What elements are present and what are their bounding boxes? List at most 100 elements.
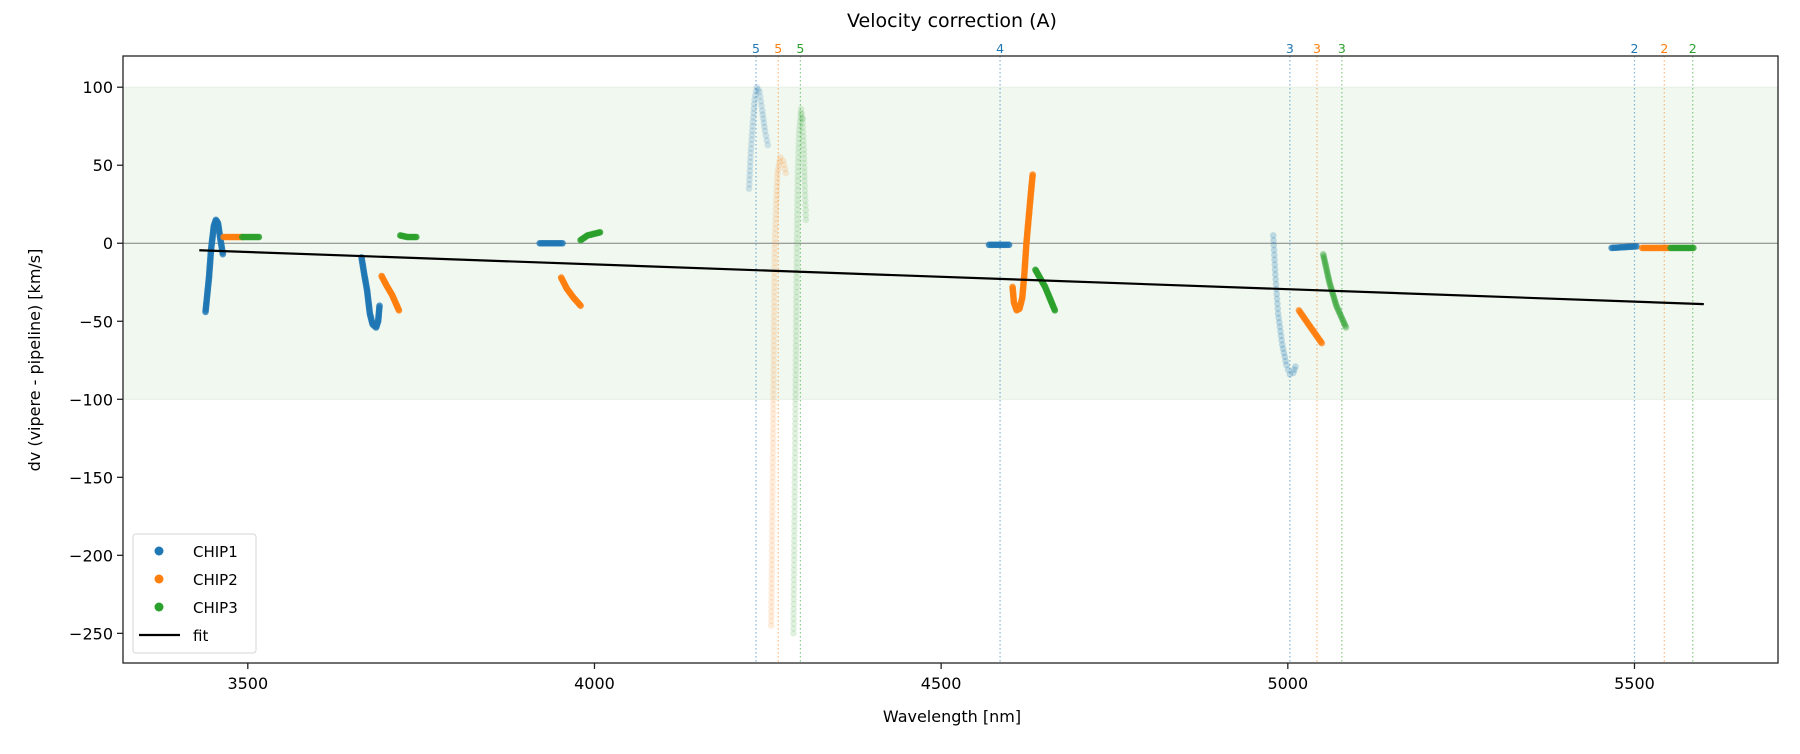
data-point — [1330, 293, 1338, 301]
data-point — [1292, 363, 1299, 370]
data-point — [794, 172, 802, 180]
data-point — [791, 444, 799, 452]
data-point — [769, 464, 777, 471]
order-label: 5 — [752, 41, 760, 56]
data-point — [1269, 232, 1277, 239]
x-tick-label: 3500 — [227, 674, 268, 693]
data-point — [792, 376, 800, 384]
data-point — [792, 386, 799, 393]
legend-label-chip1: CHIP1 — [193, 543, 238, 561]
data-point — [752, 92, 759, 99]
data-point — [1325, 274, 1332, 281]
data-point — [792, 400, 799, 408]
data-point — [799, 115, 806, 122]
data-point — [769, 483, 776, 491]
data-point — [769, 498, 776, 505]
data-point — [793, 288, 800, 296]
data-point — [764, 141, 772, 149]
data-point — [753, 83, 761, 91]
data-point — [793, 249, 801, 257]
data-point — [769, 449, 777, 457]
data-point — [749, 114, 757, 121]
data-point — [798, 110, 806, 118]
data-point — [770, 317, 778, 325]
data-point — [794, 158, 802, 166]
data-point — [770, 356, 777, 364]
data-point — [801, 182, 809, 190]
data-point — [1330, 292, 1337, 299]
data-point — [768, 570, 776, 578]
data-point — [1271, 266, 1279, 273]
data-point — [768, 547, 776, 554]
data-point — [773, 187, 781, 195]
y-tick-label: −150 — [69, 468, 113, 487]
data-point — [1333, 302, 1340, 309]
data-point — [792, 391, 799, 398]
data-point — [770, 303, 778, 310]
data-point — [769, 488, 776, 496]
data-point — [771, 230, 779, 237]
data-point — [752, 88, 760, 95]
data-point — [1319, 250, 1327, 258]
data-point — [1270, 251, 1278, 259]
data-point — [750, 105, 758, 112]
data-point — [768, 532, 776, 540]
data-point — [800, 141, 807, 149]
data-point — [745, 180, 753, 188]
data-point — [773, 183, 781, 190]
data-point — [790, 600, 798, 608]
order-label: 2 — [1631, 41, 1639, 56]
data-point — [1270, 241, 1278, 249]
data-point — [749, 118, 757, 126]
data-point — [768, 589, 775, 597]
data-point — [792, 415, 799, 423]
legend-label-chip2: CHIP2 — [193, 571, 238, 589]
order-label: 4 — [996, 41, 1004, 56]
data-point — [794, 168, 802, 175]
data-point — [770, 327, 778, 335]
data-point — [791, 493, 798, 501]
data-point — [793, 211, 801, 218]
data-point — [799, 132, 807, 140]
data-point — [793, 225, 801, 233]
data-point — [1324, 269, 1331, 277]
data-point — [773, 178, 781, 186]
data-point — [1318, 339, 1326, 347]
y-tick-label: 100 — [82, 78, 113, 97]
data-point — [800, 164, 808, 171]
data-point — [794, 182, 801, 189]
data-point — [770, 322, 778, 330]
x-tick-label: 5000 — [1267, 674, 1308, 693]
data-point — [796, 118, 804, 125]
data-point — [760, 115, 767, 123]
data-point — [1291, 366, 1298, 373]
data-point — [1277, 332, 1285, 340]
data-point — [791, 474, 799, 481]
data-point — [768, 527, 776, 535]
data-point — [791, 508, 798, 515]
data-point — [771, 249, 778, 257]
data-point — [771, 254, 778, 262]
order-label: 3 — [1338, 41, 1346, 56]
data-point — [771, 288, 778, 296]
data-point — [797, 109, 805, 117]
data-point — [769, 493, 776, 501]
data-point — [748, 136, 755, 143]
data-point — [1330, 295, 1338, 302]
legend-box — [132, 533, 257, 654]
data-point — [802, 201, 809, 209]
data-point — [781, 165, 789, 173]
data-point — [770, 371, 777, 379]
data-point — [748, 131, 756, 139]
data-point — [799, 115, 806, 122]
y-tick-label: 50 — [93, 156, 113, 175]
data-point — [780, 161, 788, 169]
data-point — [791, 498, 798, 505]
data-point — [790, 542, 798, 549]
data-point — [791, 488, 799, 496]
y-axis-label: dv (vipere - pipeline) [km/s] — [25, 249, 44, 472]
data-point — [768, 575, 776, 583]
data-point — [792, 322, 800, 330]
data-point — [768, 608, 775, 615]
data-point — [750, 109, 757, 117]
